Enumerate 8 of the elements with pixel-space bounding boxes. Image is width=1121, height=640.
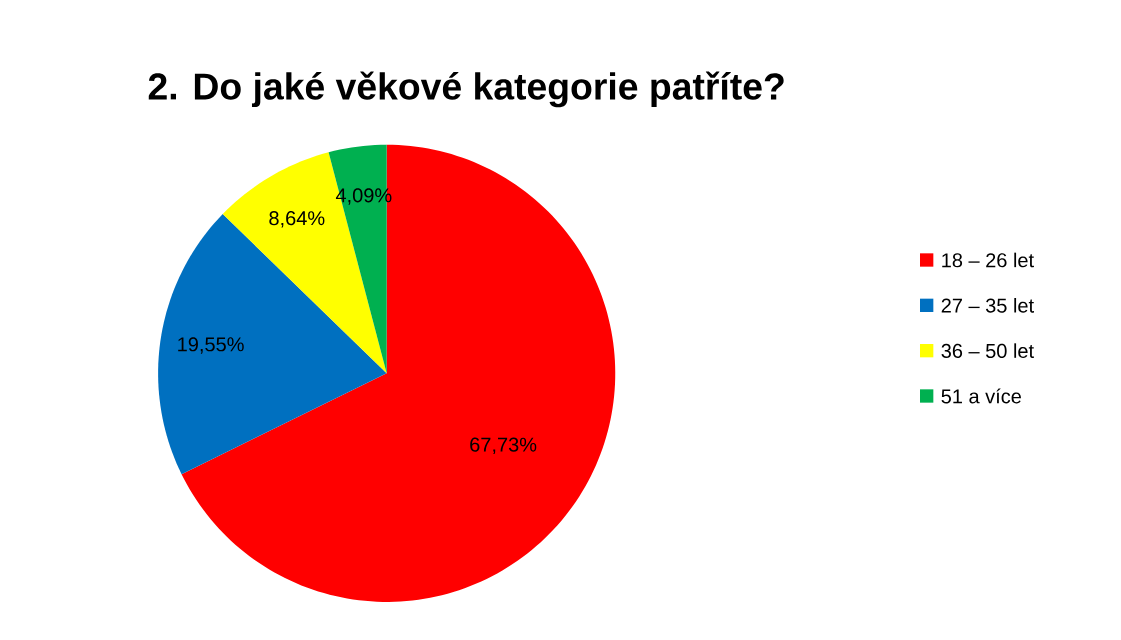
data-label: 67,73%: [470, 437, 537, 455]
legend-label: 18 – 26 let: [942, 252, 1034, 268]
legend-label: 36 – 50 let: [941, 343, 1034, 358]
legend-label: 51 a více: [941, 388, 1021, 404]
data-label: 19,55%: [178, 337, 244, 354]
legend-label: 27 – 35 let: [941, 297, 1034, 313]
chart-title: 2. Do jaké věkové kategorie patříte?: [148, 71, 784, 108]
data-label: 8,64%: [269, 211, 325, 228]
